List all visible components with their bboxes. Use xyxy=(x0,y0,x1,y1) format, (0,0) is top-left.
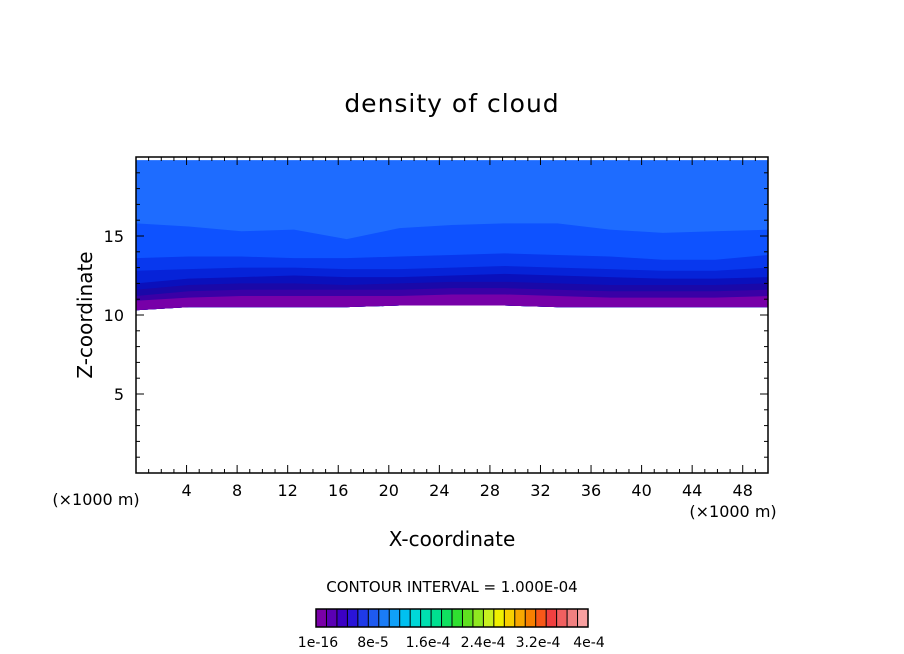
colorbar-swatch xyxy=(420,609,432,627)
colorbar-swatch xyxy=(399,609,411,627)
x-tick-label: 24 xyxy=(429,481,449,500)
colorbar-swatch xyxy=(556,609,568,627)
contour-fills xyxy=(136,160,768,311)
colorbar-label: 1.6e-4 xyxy=(406,635,451,651)
x-tick-label: 8 xyxy=(232,481,242,500)
colorbar-swatch xyxy=(514,609,526,627)
x-unit-label: (×1000 m) xyxy=(689,502,776,521)
y-tick-label: 10 xyxy=(104,306,124,325)
colorbar-label: 4e-4 xyxy=(573,635,605,651)
colorbar-labels: 1e-16 8e-5 1.6e-4 2.4e-4 3.2e-4 4e-4 xyxy=(298,635,605,651)
x-tick-label: 4 xyxy=(181,481,191,500)
colorbar-swatch xyxy=(493,609,505,627)
colorbar-swatch xyxy=(378,609,390,627)
y-tick-label: 15 xyxy=(104,227,124,246)
x-tick-label: 12 xyxy=(278,481,298,500)
x-tick-label: 32 xyxy=(530,481,550,500)
colorbar-swatch xyxy=(546,609,557,627)
colorbar-swatch xyxy=(431,609,442,627)
colorbar-label: 2.4e-4 xyxy=(461,635,506,651)
colorbar-swatch xyxy=(368,609,380,627)
colorbar-swatch xyxy=(347,609,359,627)
colorbar-swatch xyxy=(389,609,400,627)
colorbar-frame xyxy=(315,608,589,628)
colorbar-swatch xyxy=(441,609,453,627)
colorbar-swatch xyxy=(326,609,338,627)
x-tick-label: 36 xyxy=(581,481,601,500)
colorbar-swatch xyxy=(336,609,348,627)
x-tick-label: 16 xyxy=(328,481,348,500)
y-tick-label: 5 xyxy=(114,385,124,404)
y-axis: 5 10 15 xyxy=(104,172,768,458)
x-tick-label: 28 xyxy=(480,481,500,500)
x-axis: 4 8 12 16 20 24 28 32 36 40 44 48 xyxy=(148,157,756,500)
colorbar-label: 8e-5 xyxy=(357,635,388,651)
colorbar-swatch xyxy=(316,609,327,627)
colorbar-swatch xyxy=(452,609,463,627)
colorbar-swatch xyxy=(472,609,484,627)
contour-interval-text: CONTOUR INTERVAL = 1.000E-04 xyxy=(326,578,577,596)
colorbar-swatch xyxy=(357,609,369,627)
colorbar-swatch xyxy=(567,609,578,627)
colorbar-swatch xyxy=(462,609,474,627)
x-axis-title: X-coordinate xyxy=(389,527,516,551)
colorbar-swatch xyxy=(483,609,495,627)
y-axis-title: Z-coordinate xyxy=(73,251,97,378)
chart-title: density of cloud xyxy=(344,89,559,118)
colorbar-swatch xyxy=(577,609,589,627)
colorbar-label: 3.2e-4 xyxy=(516,635,561,651)
x-tick-label: 48 xyxy=(733,481,753,500)
colorbar-swatch xyxy=(525,609,536,627)
colorbar-swatch xyxy=(535,609,547,627)
colorbar-swatch xyxy=(410,609,421,627)
x-tick-label: 20 xyxy=(379,481,399,500)
x-tick-label: 44 xyxy=(682,481,702,500)
colorbar-swatch xyxy=(504,609,516,627)
colorbar xyxy=(315,608,589,628)
y-unit-label: (×1000 m) xyxy=(52,490,139,509)
x-tick-label: 40 xyxy=(631,481,651,500)
contour-band-8 xyxy=(136,294,768,311)
colorbar-label: 1e-16 xyxy=(298,635,338,651)
